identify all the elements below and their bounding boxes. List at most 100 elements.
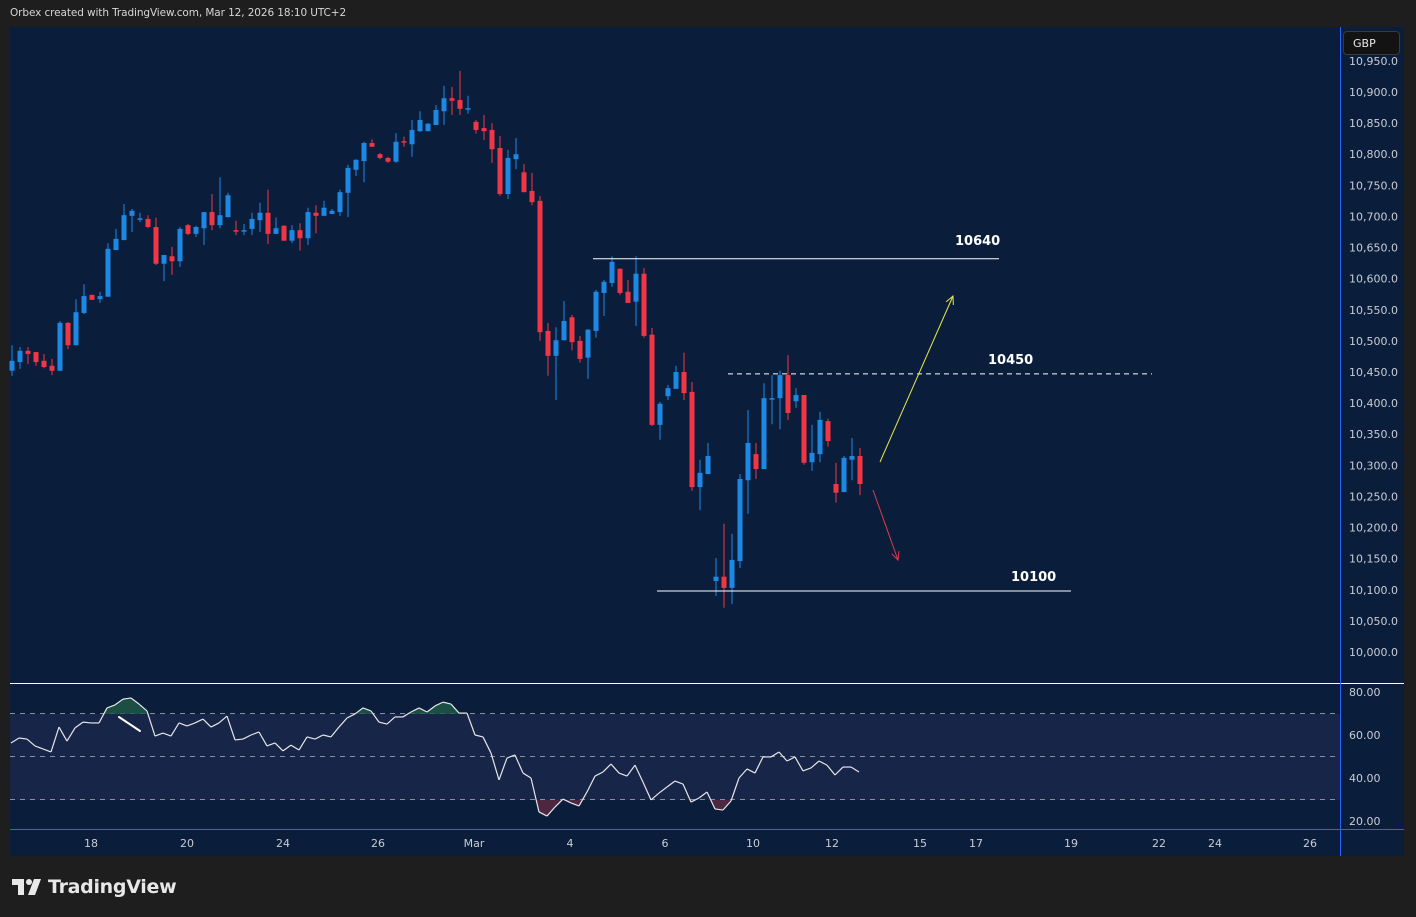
rsi-segment bbox=[74, 721, 84, 729]
candle-body bbox=[537, 200, 543, 333]
candle-body bbox=[705, 455, 711, 475]
rsi-segment bbox=[50, 726, 60, 753]
bullish-arrow[interactable] bbox=[879, 294, 954, 463]
rsi-segment bbox=[746, 768, 756, 774]
candle bbox=[697, 459, 703, 511]
rsi-segment bbox=[570, 802, 580, 807]
rsi-segment bbox=[434, 701, 444, 707]
rsi-segment bbox=[306, 736, 316, 740]
rsi-segment bbox=[18, 737, 28, 740]
rsi-segment bbox=[754, 756, 764, 774]
candle bbox=[129, 208, 135, 232]
candle bbox=[649, 327, 655, 427]
rsi-segment bbox=[802, 767, 812, 772]
rsi-segment bbox=[234, 738, 244, 741]
candle bbox=[145, 215, 151, 229]
price-tick-label: 10,850.0 bbox=[1349, 117, 1398, 130]
candle-body bbox=[345, 167, 351, 193]
candle-body bbox=[473, 121, 479, 130]
candle-body bbox=[337, 192, 343, 213]
time-tick-label: 20 bbox=[180, 837, 194, 850]
rsi-segment bbox=[426, 705, 436, 713]
axes: 10,950.0 10,900.0 10,850.0 10,800.0 10,750.0… bbox=[84, 55, 1398, 850]
candle-body bbox=[281, 225, 287, 241]
candle bbox=[49, 358, 55, 376]
candle bbox=[441, 85, 447, 125]
candle-body bbox=[545, 330, 551, 356]
rsi-segment bbox=[578, 791, 588, 807]
candle bbox=[657, 401, 663, 440]
rsi-segment bbox=[418, 707, 428, 713]
candle bbox=[25, 347, 31, 364]
drawings[interactable]: 10640 10450 10100 bbox=[593, 234, 1152, 592]
candle-body bbox=[665, 388, 671, 397]
candle bbox=[857, 447, 863, 496]
rsi-segment bbox=[498, 757, 508, 781]
candle bbox=[617, 268, 623, 295]
candle bbox=[329, 208, 335, 214]
rsi-tick-label: 60.00 bbox=[1349, 729, 1381, 742]
rsi-segment bbox=[210, 722, 220, 728]
candle-body bbox=[9, 360, 15, 371]
bearish-arrow[interactable] bbox=[872, 489, 900, 562]
rsi-segment bbox=[354, 707, 364, 715]
rsi-segment bbox=[130, 697, 140, 705]
candle bbox=[777, 370, 783, 430]
rsi-segment bbox=[474, 734, 484, 738]
rsi-segment bbox=[410, 707, 420, 713]
candle bbox=[537, 195, 543, 341]
currency-badge[interactable]: GBP bbox=[1343, 31, 1400, 55]
rsi-segment bbox=[666, 780, 676, 788]
rsi-segment bbox=[274, 742, 284, 752]
candle bbox=[57, 320, 63, 371]
time-tick-label: 19 bbox=[1064, 837, 1078, 850]
time-tick-label: 26 bbox=[371, 837, 385, 850]
candle bbox=[369, 139, 375, 147]
candle bbox=[681, 352, 687, 400]
candle-body bbox=[801, 395, 807, 463]
candle bbox=[545, 322, 551, 376]
candle bbox=[689, 381, 695, 491]
candle bbox=[849, 437, 855, 481]
price-tick-label: 10,650.0 bbox=[1349, 242, 1398, 255]
candle-body bbox=[649, 334, 655, 425]
rsi-segment bbox=[594, 771, 604, 777]
candle bbox=[761, 383, 767, 470]
candle bbox=[753, 442, 759, 480]
candle bbox=[713, 558, 719, 596]
candle bbox=[81, 284, 87, 315]
candle bbox=[625, 279, 631, 303]
candle-body bbox=[353, 159, 359, 170]
rsi-segment bbox=[146, 710, 156, 737]
candle bbox=[417, 111, 423, 132]
time-tick-label: 6 bbox=[662, 837, 669, 850]
price-tick-label: 10,950.0 bbox=[1349, 55, 1398, 68]
candle bbox=[273, 217, 279, 234]
candle bbox=[265, 189, 271, 244]
candle-body bbox=[25, 350, 31, 354]
rsi-segment bbox=[314, 734, 324, 740]
candle bbox=[833, 462, 839, 503]
candle-body bbox=[633, 273, 639, 302]
rsi-segment bbox=[850, 766, 860, 773]
candle-body bbox=[625, 291, 631, 303]
rsi-segment bbox=[266, 742, 276, 747]
candle-body bbox=[377, 154, 383, 158]
rsi-segment bbox=[242, 734, 252, 740]
rsi-segment bbox=[834, 766, 844, 776]
candle bbox=[217, 177, 223, 229]
candle bbox=[241, 223, 247, 236]
candle-body bbox=[641, 273, 647, 336]
rsi-annotation-stroke[interactable] bbox=[118, 716, 141, 732]
price-tick-label: 10,000.0 bbox=[1349, 646, 1398, 659]
candle-body bbox=[825, 421, 831, 442]
candle bbox=[73, 299, 79, 346]
candle-body bbox=[489, 129, 495, 150]
candle bbox=[361, 141, 367, 183]
time-tick-label: 15 bbox=[913, 837, 927, 850]
candle bbox=[425, 123, 431, 132]
rsi-segment bbox=[530, 777, 540, 813]
candle bbox=[729, 533, 735, 605]
candle-body bbox=[857, 455, 863, 484]
